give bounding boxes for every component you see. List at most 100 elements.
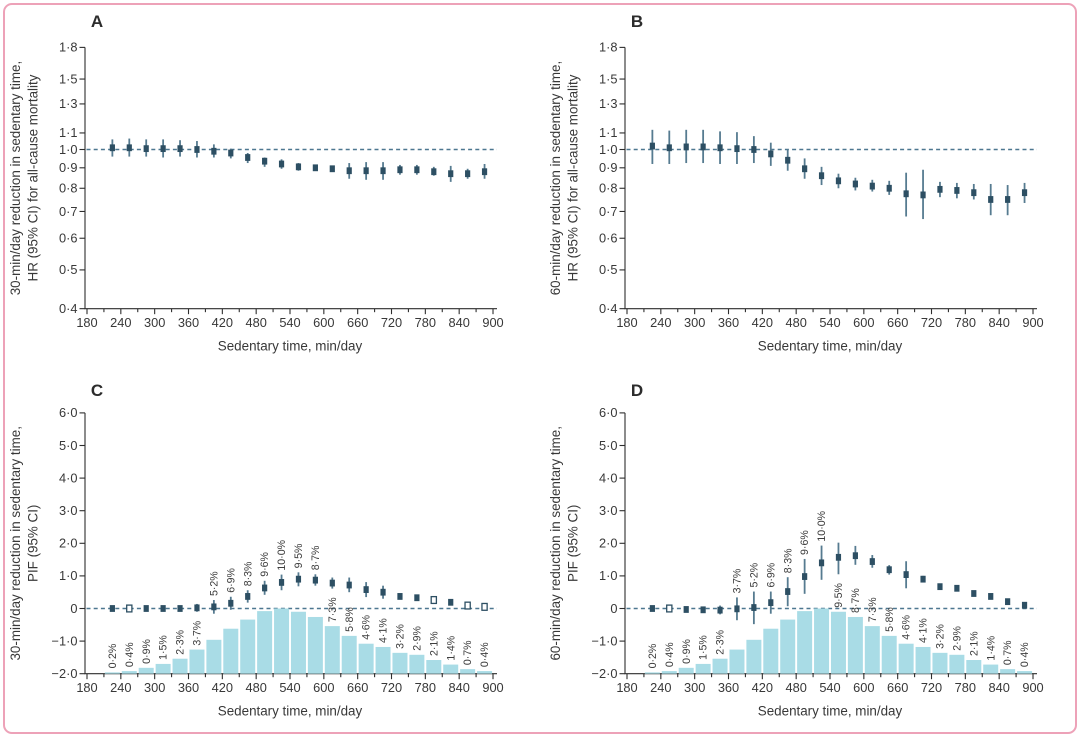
y-tick-label: 1·1 [599, 125, 618, 140]
data-point-marker [397, 593, 403, 600]
panel-letter: A [91, 12, 103, 31]
data-point-marker [228, 599, 234, 607]
x-axis-title: Sedentary time, min/day [758, 704, 903, 719]
y-axis-title-line: 60-min/day reduction in sedentary time, [548, 61, 563, 295]
x-axis-title: Sedentary time, min/day [218, 704, 363, 719]
x-axis-title: Sedentary time, min/day [218, 339, 363, 354]
bar-percent-label: 1·5% [158, 635, 170, 660]
distribution-bar [644, 672, 660, 674]
distribution-bar [460, 669, 476, 674]
data-point-marker [177, 605, 183, 612]
distribution-bar [121, 671, 137, 674]
x-tick-label: 360 [178, 680, 199, 695]
data-point-markers [109, 144, 488, 178]
data-point-marker [649, 142, 655, 150]
data-point-marker [194, 604, 200, 612]
data-point-marker [1021, 601, 1028, 609]
y-tick-label: 0·7 [59, 204, 78, 219]
distribution-bar [678, 667, 694, 674]
x-tick-label: 360 [718, 680, 739, 695]
distribution-bar [881, 635, 897, 674]
x-tick-label: 420 [752, 680, 773, 695]
bar-percent-label: 6·9% [225, 567, 237, 592]
y-tick-label: 5·0 [59, 438, 78, 453]
x-tick-label: 780 [415, 315, 436, 330]
x-tick-label: 300 [144, 680, 165, 695]
data-point-marker [312, 164, 318, 172]
y-tick-label: 3·0 [599, 503, 618, 518]
x-tick-label: 780 [955, 680, 976, 695]
distribution-bar [172, 658, 188, 674]
bar-percent-label: 8·3% [782, 548, 794, 573]
distribution-bar [443, 664, 459, 674]
data-point-marker [262, 157, 268, 165]
y-axis-title-line: HR (95% CI) for all-cause mortality [566, 74, 581, 281]
bar-percent-label: 0·4% [1019, 642, 1031, 667]
bar-percent-label: 0·4% [664, 642, 676, 667]
bar-percent-label: 3·2% [935, 624, 947, 649]
distribution-bar [695, 663, 711, 674]
data-point-marker [414, 594, 420, 602]
y-tick-label: −2·0 [592, 666, 618, 681]
data-point-marker [717, 606, 723, 614]
x-tick-label: 720 [381, 680, 402, 695]
y-tick-label: 1·5 [599, 71, 618, 86]
bar-percent-label: 10·0% [816, 510, 828, 541]
x-tick-label: 240 [650, 315, 671, 330]
data-point-marker [363, 586, 369, 593]
x-tick-label: 840 [448, 315, 469, 330]
data-point-marker [988, 593, 994, 600]
data-point-marker [937, 583, 943, 591]
x-tick-label: 600 [313, 680, 334, 695]
data-point-marker [363, 167, 369, 175]
panel-d-pif-60min: 6·0 5·0 4·0 3·0 2·0 1·0 0 −1·0 −2·0 180 240 300 360 4… [540, 369, 1080, 742]
data-point-marker [126, 144, 132, 152]
y-axis-title: 30-min/day reduction in sedentary time, P… [8, 426, 41, 660]
bar-percent-label: 1·4% [445, 635, 457, 660]
y-tick-label: 1·0 [59, 568, 78, 583]
x-axis-title: Sedentary time, min/day [758, 339, 903, 354]
data-point-marker [988, 196, 994, 203]
distribution-bar [274, 608, 290, 674]
panel-letter: D [631, 381, 643, 400]
distribution-bar [814, 608, 830, 674]
distribution-bars [644, 608, 1033, 674]
x-tick-label: 180 [616, 315, 637, 330]
data-point-marker [937, 185, 943, 193]
data-point-marker [751, 604, 757, 611]
data-point-marker [802, 573, 808, 580]
y-axis-title-line: 60-min/day reduction in sedentary time, [548, 426, 563, 660]
data-point-marker [312, 576, 318, 584]
x-tick-label: 240 [110, 680, 131, 695]
x-tick-label: 660 [347, 680, 368, 695]
bar-percent-label: 7·3% [327, 597, 339, 622]
y-tick-label: 0·5 [59, 262, 78, 277]
distribution-bar [206, 639, 222, 674]
x-tick-label: 300 [684, 315, 705, 330]
data-point-marker [734, 145, 740, 153]
data-point-marker [329, 579, 335, 587]
data-point-marker [666, 604, 673, 613]
data-point-marker [430, 595, 438, 605]
data-point-marker [431, 168, 437, 176]
y-tick-label: 0·4 [599, 301, 618, 316]
data-point-marker [245, 154, 251, 161]
distribution-bar [409, 654, 425, 674]
bar-percent-label: 1·5% [698, 635, 710, 660]
panel-b-hr-60min: 1·8 1·5 1·3 1·1 1·0 0·9 0·8 0·7 0·6 0·5 0·4 180 240 3… [540, 0, 1080, 374]
bar-percent-label: 4·6% [361, 614, 373, 639]
data-point-marker [211, 147, 217, 155]
distribution-bar [966, 660, 982, 674]
data-point-marker [886, 566, 892, 574]
bar-percent-label: 0·4% [124, 642, 136, 667]
data-point-marker [160, 145, 166, 153]
bar-percent-label: 8·7% [310, 545, 322, 570]
data-point-marker [414, 166, 420, 174]
x-tick-label: 600 [853, 680, 874, 695]
distribution-bar [729, 649, 745, 674]
data-point-marker [126, 604, 133, 613]
y-tick-label: 1·3 [59, 96, 78, 111]
